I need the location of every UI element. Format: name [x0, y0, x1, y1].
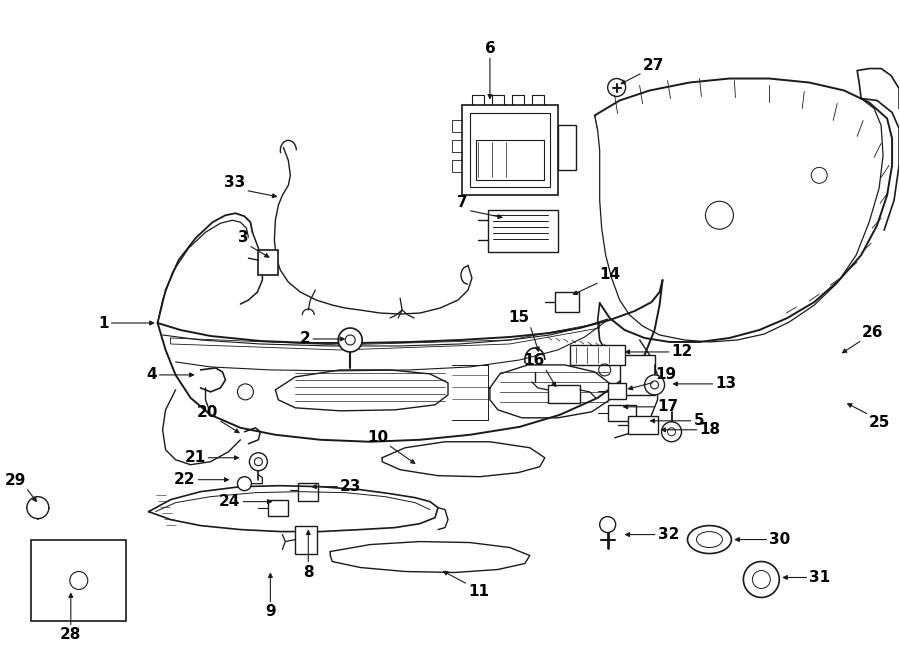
- Text: 25: 25: [869, 415, 890, 430]
- Bar: [470, 114, 550, 187]
- Text: 23: 23: [340, 479, 362, 494]
- Bar: [608, 383, 625, 399]
- Text: 21: 21: [184, 450, 205, 465]
- Bar: [268, 500, 288, 516]
- Bar: [558, 126, 576, 171]
- Circle shape: [662, 422, 681, 442]
- Bar: [295, 525, 318, 553]
- Text: 28: 28: [60, 627, 82, 642]
- Circle shape: [249, 453, 267, 471]
- Bar: [462, 106, 558, 195]
- Text: 10: 10: [367, 430, 388, 445]
- Text: 22: 22: [174, 472, 195, 487]
- Bar: [476, 140, 544, 180]
- Text: 4: 4: [146, 368, 157, 383]
- Bar: [608, 405, 635, 421]
- Text: 7: 7: [457, 195, 468, 210]
- Bar: [619, 355, 654, 395]
- Circle shape: [644, 375, 664, 395]
- Text: 31: 31: [809, 570, 831, 585]
- Text: 3: 3: [238, 230, 248, 245]
- Text: 15: 15: [508, 310, 530, 325]
- Text: 26: 26: [862, 325, 884, 340]
- Text: 13: 13: [716, 376, 736, 391]
- Text: 29: 29: [4, 473, 26, 488]
- Bar: [554, 292, 579, 312]
- Text: 16: 16: [524, 353, 544, 368]
- Text: 12: 12: [671, 344, 693, 360]
- Text: 32: 32: [658, 527, 679, 542]
- Ellipse shape: [688, 525, 732, 553]
- Bar: [488, 210, 558, 252]
- Text: 11: 11: [468, 584, 489, 600]
- Text: 6: 6: [484, 40, 495, 56]
- Circle shape: [338, 328, 362, 352]
- Circle shape: [743, 561, 779, 598]
- Text: 20: 20: [197, 405, 219, 420]
- Text: 33: 33: [224, 175, 246, 190]
- Bar: [298, 483, 319, 500]
- Text: 9: 9: [266, 604, 275, 619]
- Bar: [627, 416, 658, 434]
- Bar: [570, 345, 625, 365]
- Text: 30: 30: [770, 532, 790, 547]
- Text: 24: 24: [219, 494, 240, 509]
- Circle shape: [238, 477, 251, 490]
- Bar: [31, 539, 126, 621]
- Bar: [258, 250, 278, 275]
- Text: 27: 27: [643, 58, 664, 73]
- Text: 19: 19: [655, 367, 677, 382]
- Text: 18: 18: [699, 422, 721, 438]
- Text: 5: 5: [694, 413, 704, 428]
- Text: 14: 14: [599, 267, 621, 282]
- Text: 2: 2: [300, 331, 310, 346]
- Bar: [548, 385, 580, 403]
- Text: 8: 8: [303, 564, 313, 580]
- Circle shape: [27, 496, 49, 519]
- Text: 1: 1: [98, 315, 109, 330]
- Text: 17: 17: [658, 399, 679, 414]
